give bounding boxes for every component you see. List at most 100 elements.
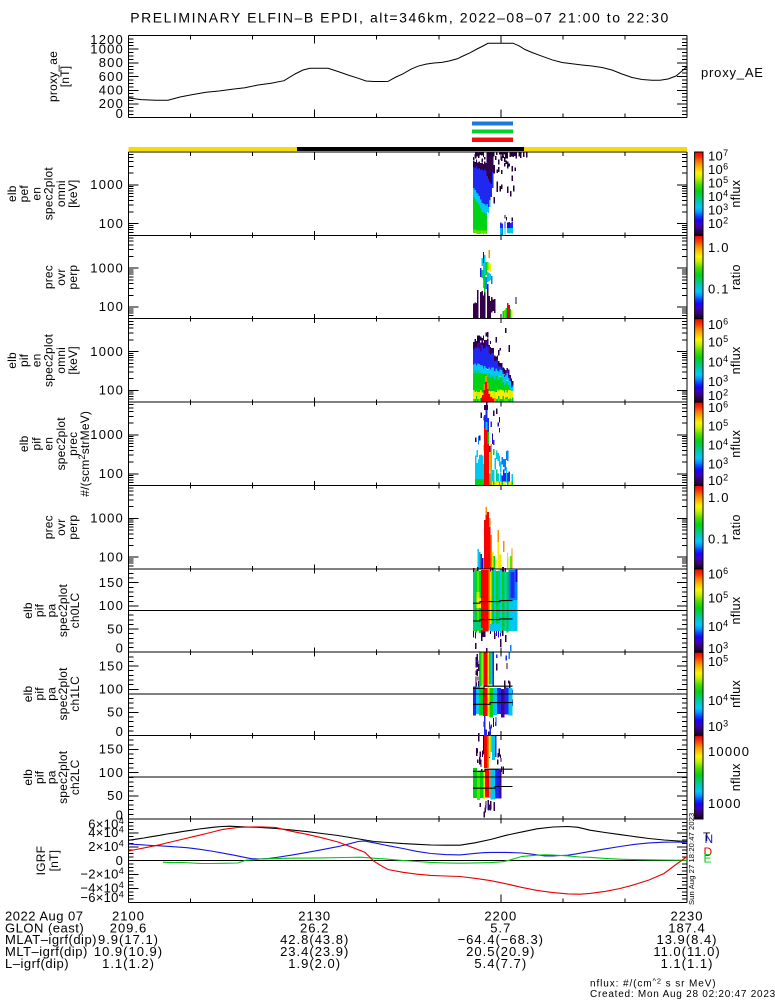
svg-text:[nT]: [nT] — [47, 850, 61, 871]
svg-text:6×104: 6×104 — [88, 816, 124, 832]
svg-text:103: 103 — [708, 374, 728, 390]
svg-text:ch2LC: ch2LC — [68, 759, 82, 795]
svg-text:1.0: 1.0 — [708, 240, 730, 255]
svg-text:200: 200 — [99, 96, 124, 111]
svg-text:11.0(11.0): 11.0(11.0) — [653, 944, 720, 959]
svg-text:103: 103 — [708, 719, 728, 735]
svg-text:ratio: ratio — [729, 264, 743, 290]
svg-text:2×104: 2×104 — [88, 839, 124, 855]
svg-text:elb: elb — [21, 685, 35, 702]
svg-text:elb: elb — [5, 185, 19, 202]
svg-text:pif: pif — [29, 437, 43, 451]
svg-text:proxy_ae: proxy_ae — [46, 51, 60, 102]
svg-text:nflux: nflux — [729, 429, 743, 457]
svg-text:104: 104 — [708, 618, 728, 634]
svg-text:2230: 2230 — [671, 909, 704, 924]
svg-text:1.0: 1.0 — [708, 490, 730, 505]
svg-text:ch0LC: ch0LC — [68, 593, 82, 629]
svg-text:150: 150 — [99, 742, 124, 757]
svg-text:50: 50 — [107, 621, 124, 636]
svg-text:MLT–igrf(dip): MLT–igrf(dip) — [5, 944, 88, 959]
svg-text:5.7: 5.7 — [490, 920, 511, 935]
svg-text:103: 103 — [708, 202, 728, 218]
svg-text:1.9(2.0): 1.9(2.0) — [288, 956, 341, 971]
svg-text:102: 102 — [708, 472, 728, 488]
svg-text:1000: 1000 — [90, 511, 124, 526]
svg-text:omni: omni — [54, 347, 68, 374]
svg-text:−64.4(−68.3): −64.4(−68.3) — [458, 932, 544, 947]
svg-text:100: 100 — [99, 216, 124, 231]
svg-text:23.4(23.9): 23.4(23.9) — [280, 944, 349, 959]
svg-text:104: 104 — [708, 189, 728, 205]
svg-text:nflux: nflux — [729, 679, 743, 707]
svg-text:50: 50 — [107, 705, 124, 720]
svg-text:106: 106 — [708, 566, 728, 582]
svg-text:100: 100 — [99, 383, 124, 398]
svg-text:en: en — [29, 187, 43, 201]
svg-text:26.2: 26.2 — [300, 920, 329, 935]
svg-text:0: 0 — [116, 853, 124, 868]
svg-text:pa: pa — [44, 604, 58, 618]
svg-text:106: 106 — [708, 162, 728, 178]
svg-text:L–igrf(dip): L–igrf(dip) — [5, 956, 69, 971]
svg-text:prec: prec — [42, 515, 56, 539]
svg-text:E: E — [704, 852, 712, 866]
svg-text:pif: pif — [33, 687, 47, 701]
svg-text:105: 105 — [708, 334, 728, 350]
svg-text:spec2plot: spec2plot — [56, 583, 70, 637]
svg-text:pa: pa — [44, 770, 58, 784]
svg-text:103: 103 — [708, 456, 728, 472]
svg-text:spec2plot: spec2plot — [56, 667, 70, 721]
svg-text:elb: elb — [21, 602, 35, 619]
svg-text:ch1LC: ch1LC — [68, 676, 82, 712]
svg-text:2130: 2130 — [298, 909, 331, 924]
svg-text:1000: 1000 — [90, 177, 124, 192]
svg-text:nflux: nflux — [729, 179, 743, 207]
svg-text:1000: 1000 — [708, 796, 742, 811]
svg-text:600: 600 — [99, 69, 124, 84]
svg-text:[keV]: [keV] — [66, 180, 80, 208]
svg-text:1.1(1.1): 1.1(1.1) — [661, 956, 714, 971]
svg-text:ratio: ratio — [729, 514, 743, 540]
svg-text:1200: 1200 — [90, 32, 124, 47]
svg-text:106: 106 — [708, 316, 728, 332]
svg-text:−6×104: −6×104 — [80, 890, 124, 906]
svg-text:pif: pif — [33, 770, 47, 784]
svg-text:MLAT–igrf(dip): MLAT–igrf(dip) — [5, 932, 97, 947]
svg-text:perp: perp — [66, 265, 80, 290]
svg-text:[keV]: [keV] — [66, 346, 80, 374]
svg-text:10.9(10.9): 10.9(10.9) — [94, 944, 163, 959]
svg-text:#/(scm2strMeV): #/(scm2strMeV) — [77, 411, 92, 497]
svg-text:100: 100 — [99, 682, 124, 697]
svg-text:pef: pef — [17, 185, 31, 203]
svg-text:0.1: 0.1 — [708, 282, 730, 297]
svg-text:100: 100 — [99, 598, 124, 613]
svg-text:400: 400 — [99, 83, 124, 98]
svg-text:elb: elb — [17, 435, 31, 452]
svg-text:0: 0 — [116, 807, 124, 822]
svg-text:1000: 1000 — [90, 344, 124, 359]
svg-text:D: D — [704, 845, 713, 859]
svg-text:50: 50 — [107, 788, 124, 803]
svg-text:104: 104 — [708, 437, 728, 453]
svg-text:nflux: nflux — [729, 596, 743, 624]
svg-text:209.6: 209.6 — [110, 920, 148, 935]
svg-text:103: 103 — [708, 640, 728, 656]
svg-text:nflux: nflux — [729, 346, 743, 374]
svg-text:102: 102 — [708, 216, 728, 232]
svg-text:102: 102 — [708, 388, 728, 404]
svg-text:nflux: nflux — [729, 763, 743, 791]
svg-text:spec2plot: spec2plot — [56, 750, 70, 804]
svg-text:42.8(43.8): 42.8(43.8) — [280, 932, 349, 947]
svg-text:0: 0 — [116, 641, 124, 656]
svg-text:−4×104: −4×104 — [80, 880, 124, 896]
svg-text:0.1: 0.1 — [708, 532, 730, 547]
svg-text:1000: 1000 — [90, 260, 124, 275]
svg-text:187.4: 187.4 — [668, 920, 706, 935]
svg-text:IGRF: IGRF — [34, 846, 48, 875]
svg-text:100: 100 — [99, 765, 124, 780]
svg-text:spec2plot: spec2plot — [54, 417, 68, 471]
svg-text:2100: 2100 — [112, 909, 145, 924]
svg-text:105: 105 — [708, 653, 728, 669]
svg-text:prec: prec — [66, 432, 80, 456]
